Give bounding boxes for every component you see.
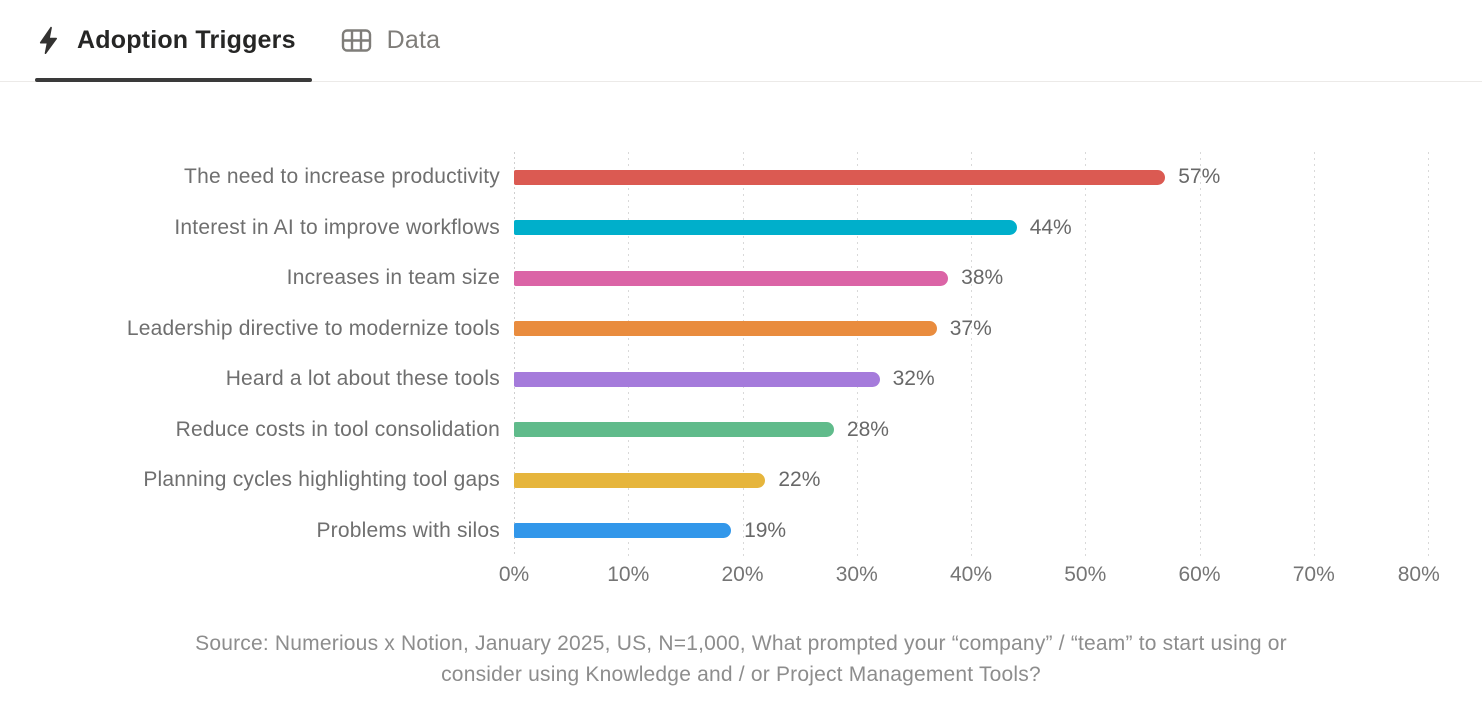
table-icon <box>341 27 372 54</box>
bar-row: Reduce costs in tool consolidation 28% <box>0 405 1482 456</box>
bar-track: 37% <box>514 317 1454 341</box>
x-axis: 0% 10% 20% 30% 40% 50% 60% 70% 80% <box>499 563 1440 593</box>
value-label: 22% <box>778 468 821 492</box>
value-label: 38% <box>961 266 1004 290</box>
category-label: Reduce costs in tool consolidation <box>175 417 500 441</box>
bar-row: Planning cycles highlighting tool gaps 22… <box>0 455 1482 506</box>
bar-row: Increases in team size 38% <box>0 253 1482 304</box>
category-label: Leadership directive to modernize tools <box>126 316 500 340</box>
value-label: 19% <box>744 518 787 542</box>
lightning-icon <box>35 26 62 55</box>
bar-row: The need to increase productivity 57% <box>0 152 1482 203</box>
x-tick-label: 60% <box>1178 563 1221 586</box>
tab-adoption-triggers[interactable]: Adoption Triggers <box>35 0 312 82</box>
tab-data-label: Data <box>386 26 441 54</box>
x-tick-label: 30% <box>835 563 878 586</box>
category-label: Planning cycles highlighting tool gaps <box>143 468 500 492</box>
bar-track: 28% <box>514 418 1454 442</box>
x-tick-label: 20% <box>721 563 764 586</box>
bar-row: Interest in AI to improve workflows 44% <box>0 203 1482 254</box>
category-label: Problems with silos <box>316 518 500 542</box>
bar <box>514 220 1017 236</box>
value-label: 57% <box>1178 165 1221 189</box>
value-label: 37% <box>949 316 992 340</box>
x-tick-label: 70% <box>1292 563 1335 586</box>
x-tick-label: 50% <box>1064 563 1107 586</box>
bar <box>514 169 1166 185</box>
bar <box>514 371 880 387</box>
source-line-2: consider using Knowledge and / or Projec… <box>441 663 1041 686</box>
value-label: 44% <box>1029 215 1072 239</box>
source-line-1: Source: Numerious x Notion, January 2025… <box>195 632 1287 655</box>
bar-row: Leadership directive to modernize tools 3… <box>0 304 1482 355</box>
x-tick-label: 10% <box>607 563 650 586</box>
bar <box>514 523 732 539</box>
source-caption: Source: Numerious x Notion, January 2025… <box>0 628 1482 690</box>
tab-adoption-triggers-label: Adoption Triggers <box>77 26 296 54</box>
bar <box>514 270 949 286</box>
bar-track: 19% <box>514 519 1454 543</box>
bar-row: Problems with silos 19% <box>0 506 1482 557</box>
bar-track: 22% <box>514 468 1454 492</box>
bar-track: 32% <box>514 367 1454 391</box>
category-label: Increases in team size <box>286 266 500 290</box>
x-tick-label: 80% <box>1397 563 1440 586</box>
bar-chart: The need to increase productivity 57% Inte… <box>0 152 1482 556</box>
bar-row: Heard a lot about these tools 32% <box>0 354 1482 405</box>
bar <box>514 472 766 488</box>
x-tick-label: 40% <box>949 563 993 586</box>
tab-data[interactable]: Data <box>339 0 457 81</box>
value-label: 32% <box>892 367 935 391</box>
category-label: Interest in AI to improve workflows <box>174 215 500 239</box>
tab-bar: Adoption Triggers Data <box>0 0 1482 82</box>
bar-track: 57% <box>514 165 1454 189</box>
bar <box>514 422 834 438</box>
value-label: 28% <box>846 417 889 441</box>
x-tick-label: 0% <box>498 563 530 586</box>
bar <box>514 321 937 337</box>
bar-track: 44% <box>514 216 1454 240</box>
bar-track: 38% <box>514 266 1454 290</box>
category-label: Heard a lot about these tools <box>225 367 500 391</box>
category-label: The need to increase productivity <box>184 165 500 189</box>
